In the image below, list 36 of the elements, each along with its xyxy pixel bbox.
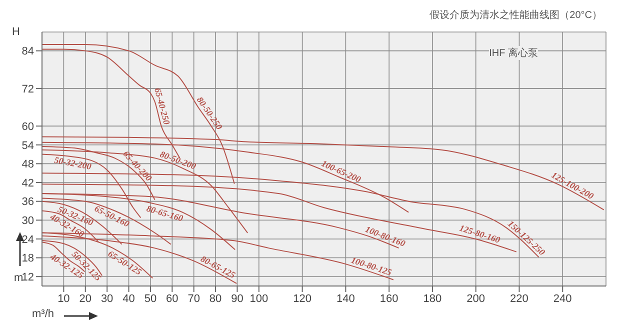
chart-title: 假设介质为清水之性能曲线图（20°C） xyxy=(430,8,602,22)
x-tick-label: 70 xyxy=(188,292,200,305)
x-tick-label: 20 xyxy=(79,292,92,305)
annotation: IHF 离心泵 xyxy=(489,46,538,60)
y-tick-label: 36 xyxy=(22,196,34,208)
y-tick-label: 54 xyxy=(22,140,34,152)
y-tick-label: 30 xyxy=(22,215,34,228)
y-tick-label: 12 xyxy=(22,272,34,284)
y-axis-title: H xyxy=(12,26,20,38)
x-tick-label: 200 xyxy=(466,292,486,305)
x-tick-label: 40 xyxy=(122,292,135,305)
x-tick-label: 220 xyxy=(510,292,528,305)
y-tick-label: 24 xyxy=(22,234,34,246)
text: m xyxy=(14,272,24,284)
y-tick-label: 72 xyxy=(22,83,34,96)
x-tick-label: 180 xyxy=(423,292,442,305)
x-tick-label: 160 xyxy=(380,292,398,305)
x-tick-label: 120 xyxy=(293,292,312,305)
x-tick-label: 50 xyxy=(144,292,157,305)
x-axis-title: m³/h xyxy=(32,308,54,320)
x-tick-label: 60 xyxy=(166,292,178,305)
y-tick-label: 42 xyxy=(22,177,34,190)
text: 65-40-250 xyxy=(152,86,172,126)
x-tick-label: 10 xyxy=(58,292,70,305)
x-tick-label: 80 xyxy=(209,292,222,305)
x-tick-label: 240 xyxy=(553,292,572,305)
x-tick-label: 100 xyxy=(250,292,268,305)
x-tick-label: 90 xyxy=(231,292,244,305)
y-tick-label: 60 xyxy=(22,120,34,133)
x-tick-label: 30 xyxy=(100,292,114,305)
x-tick-label: 140 xyxy=(336,292,355,305)
y-tick-label: 84 xyxy=(22,46,34,58)
y-tick-label: 48 xyxy=(22,158,34,171)
text: 80-65-160 xyxy=(145,203,185,224)
text: 50-32-200 xyxy=(54,154,93,172)
y-tick-label: 18 xyxy=(22,252,34,265)
